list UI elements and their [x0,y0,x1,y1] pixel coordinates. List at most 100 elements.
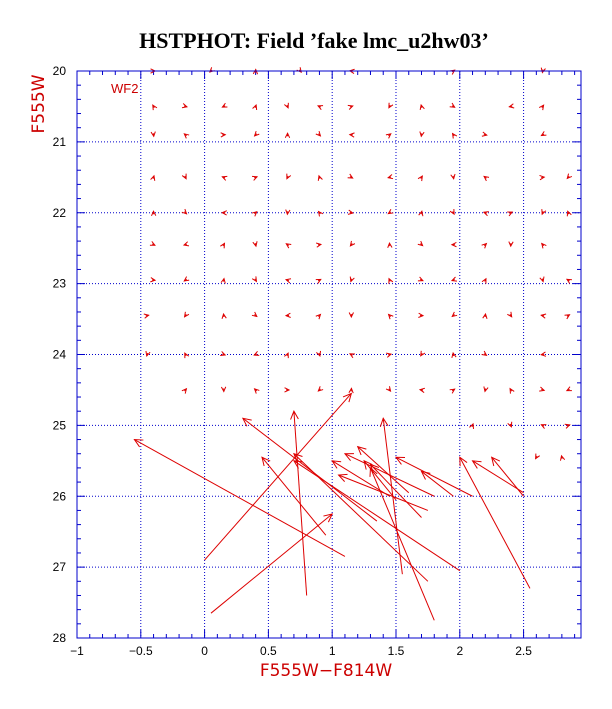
vector-head [182,241,190,247]
vector-head [183,311,190,318]
vector-head [317,105,324,110]
x-tick-label: −0.5 [129,644,153,658]
vector-shaft [363,460,397,501]
vector-line [290,410,308,596]
vector-marker [540,313,547,319]
vector-head [540,313,547,319]
vector-head [253,350,260,356]
vector-head [323,513,334,523]
vector-head [356,445,367,456]
vector-marker [387,209,394,215]
vector-marker [418,312,425,318]
vector-head [420,470,431,480]
vector-marker [566,210,572,217]
vector-head [369,463,380,474]
x-tick-label: 0 [201,644,208,658]
vector-line [363,459,397,501]
vector-head [540,351,547,357]
vector-head [342,392,353,403]
y-tick-label: 28 [53,631,67,645]
vector-line [210,513,334,614]
vector-line [133,438,346,557]
vector-head [251,311,258,318]
y-tick-label: 20 [53,64,67,78]
vector-marker [420,350,426,357]
vector-marker [143,313,150,319]
vector-head [490,456,501,467]
vector-head [420,350,426,357]
vector-head [284,387,291,393]
vector-marker [221,312,227,319]
vector-marker [450,276,458,282]
vector-head [363,459,373,470]
vector-head [507,421,513,428]
vector-marker [253,130,260,137]
vector-marker [316,350,322,358]
vector-head [564,423,571,429]
vector-marker [253,388,260,394]
vector-head [183,276,190,282]
vector-head [284,132,291,139]
vector-marker [418,210,424,217]
vector-line [394,456,473,497]
vector-head [348,312,354,319]
vector-marker [449,388,456,394]
vector-head [337,473,348,482]
vector-head [539,386,546,392]
vector-head [347,173,354,179]
vector-head [317,386,324,392]
vector-marker [417,175,423,182]
vector-marker [385,386,392,393]
vector-line [261,456,327,536]
axis-ticks: −1 −0.5 0 0.5 1 1.5 2 2.5 20 21 22 23 24 25 26 27 28 [53,64,581,658]
vector-head [481,131,488,137]
vector-marker [315,278,322,284]
vector-marker [419,131,425,138]
plot-frame [76,70,582,639]
vector-head [349,276,355,283]
vector-marker [565,278,572,284]
vector-marker [541,209,547,216]
vector-marker [565,386,572,392]
vector-head [450,173,456,180]
vector-marker [539,386,546,392]
vector-head [449,209,455,216]
vector-head [539,174,546,181]
vector-head [133,438,144,448]
vector-head [317,210,324,217]
vector-line [459,456,531,589]
vector-marker [284,278,292,284]
vector-head [379,417,389,427]
vector-head [450,241,457,248]
vector-head [290,410,299,420]
vector-head [459,456,468,467]
vector-marker [221,210,228,216]
vector-marker [451,132,458,139]
x-tick-label: 2 [456,644,463,658]
vector-shaft [370,464,422,518]
vector-marker [220,386,227,393]
vector-marker [507,211,514,217]
vector-shaft [242,417,378,522]
x-tick-label: 1 [329,644,336,658]
vector-marker [220,132,227,138]
vector-marker [285,209,291,216]
vector-marker [481,242,488,249]
vector-marker [539,276,545,283]
vector-marker [220,242,226,249]
vector-head [253,130,260,137]
vector-line [356,445,410,494]
vector-head [508,241,514,248]
vector-marker [348,353,356,359]
vector-shaft [357,446,410,494]
vector-marker [540,424,547,429]
y-tick-label: 24 [53,348,67,362]
vector-head [387,209,394,215]
vector-shaft [459,457,531,589]
y-tick-label: 23 [53,277,67,291]
vector-head [285,209,291,216]
vector-head [145,350,151,358]
y-axis-label: F555W [29,74,49,133]
vector-head [509,387,515,394]
vector-marker [451,311,458,318]
